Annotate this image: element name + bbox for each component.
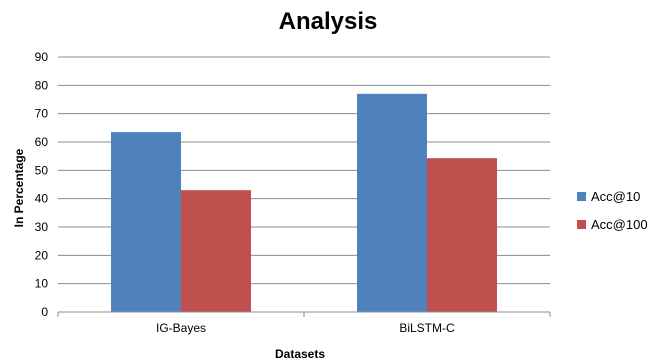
x-tick-label: BiLSTM-C (399, 321, 455, 335)
y-tick-label: 80 (35, 78, 49, 92)
legend-label: Acc@10 (591, 189, 640, 204)
bar-acc-10-ig-bayes (111, 132, 181, 312)
y-tick-label: 50 (35, 163, 49, 177)
y-tick-label: 30 (35, 220, 49, 234)
y-tick-label: 60 (35, 135, 49, 149)
chart-title: Analysis (279, 8, 378, 35)
y-axis-ticks: 0 10 20 30 40 50 60 70 80 90 (35, 50, 49, 319)
legend-swatch (577, 220, 586, 229)
bar-acc-100-ig-bayes (181, 190, 251, 312)
bar-acc-100-bilstm-c (427, 158, 497, 312)
y-tick-label: 90 (35, 50, 49, 64)
legend-swatch (577, 192, 586, 201)
bars (111, 93, 497, 312)
y-tick-label: 40 (35, 192, 49, 206)
y-tick-label: 20 (35, 248, 49, 262)
x-tick-label: IG-Bayes (156, 321, 206, 335)
bar-acc-10-bilstm-c (357, 93, 427, 312)
x-axis-label: Datasets (275, 347, 325, 361)
legend: Acc@10 Acc@100 (577, 189, 648, 232)
y-axis-label: In Percentage (12, 148, 26, 227)
y-tick-label: 70 (35, 107, 49, 121)
y-tick-label: 0 (41, 305, 48, 319)
y-tick-label: 10 (35, 277, 49, 291)
x-axis-ticks: IG-Bayes BiLSTM-C (57, 312, 551, 335)
legend-label: Acc@100 (591, 217, 648, 232)
